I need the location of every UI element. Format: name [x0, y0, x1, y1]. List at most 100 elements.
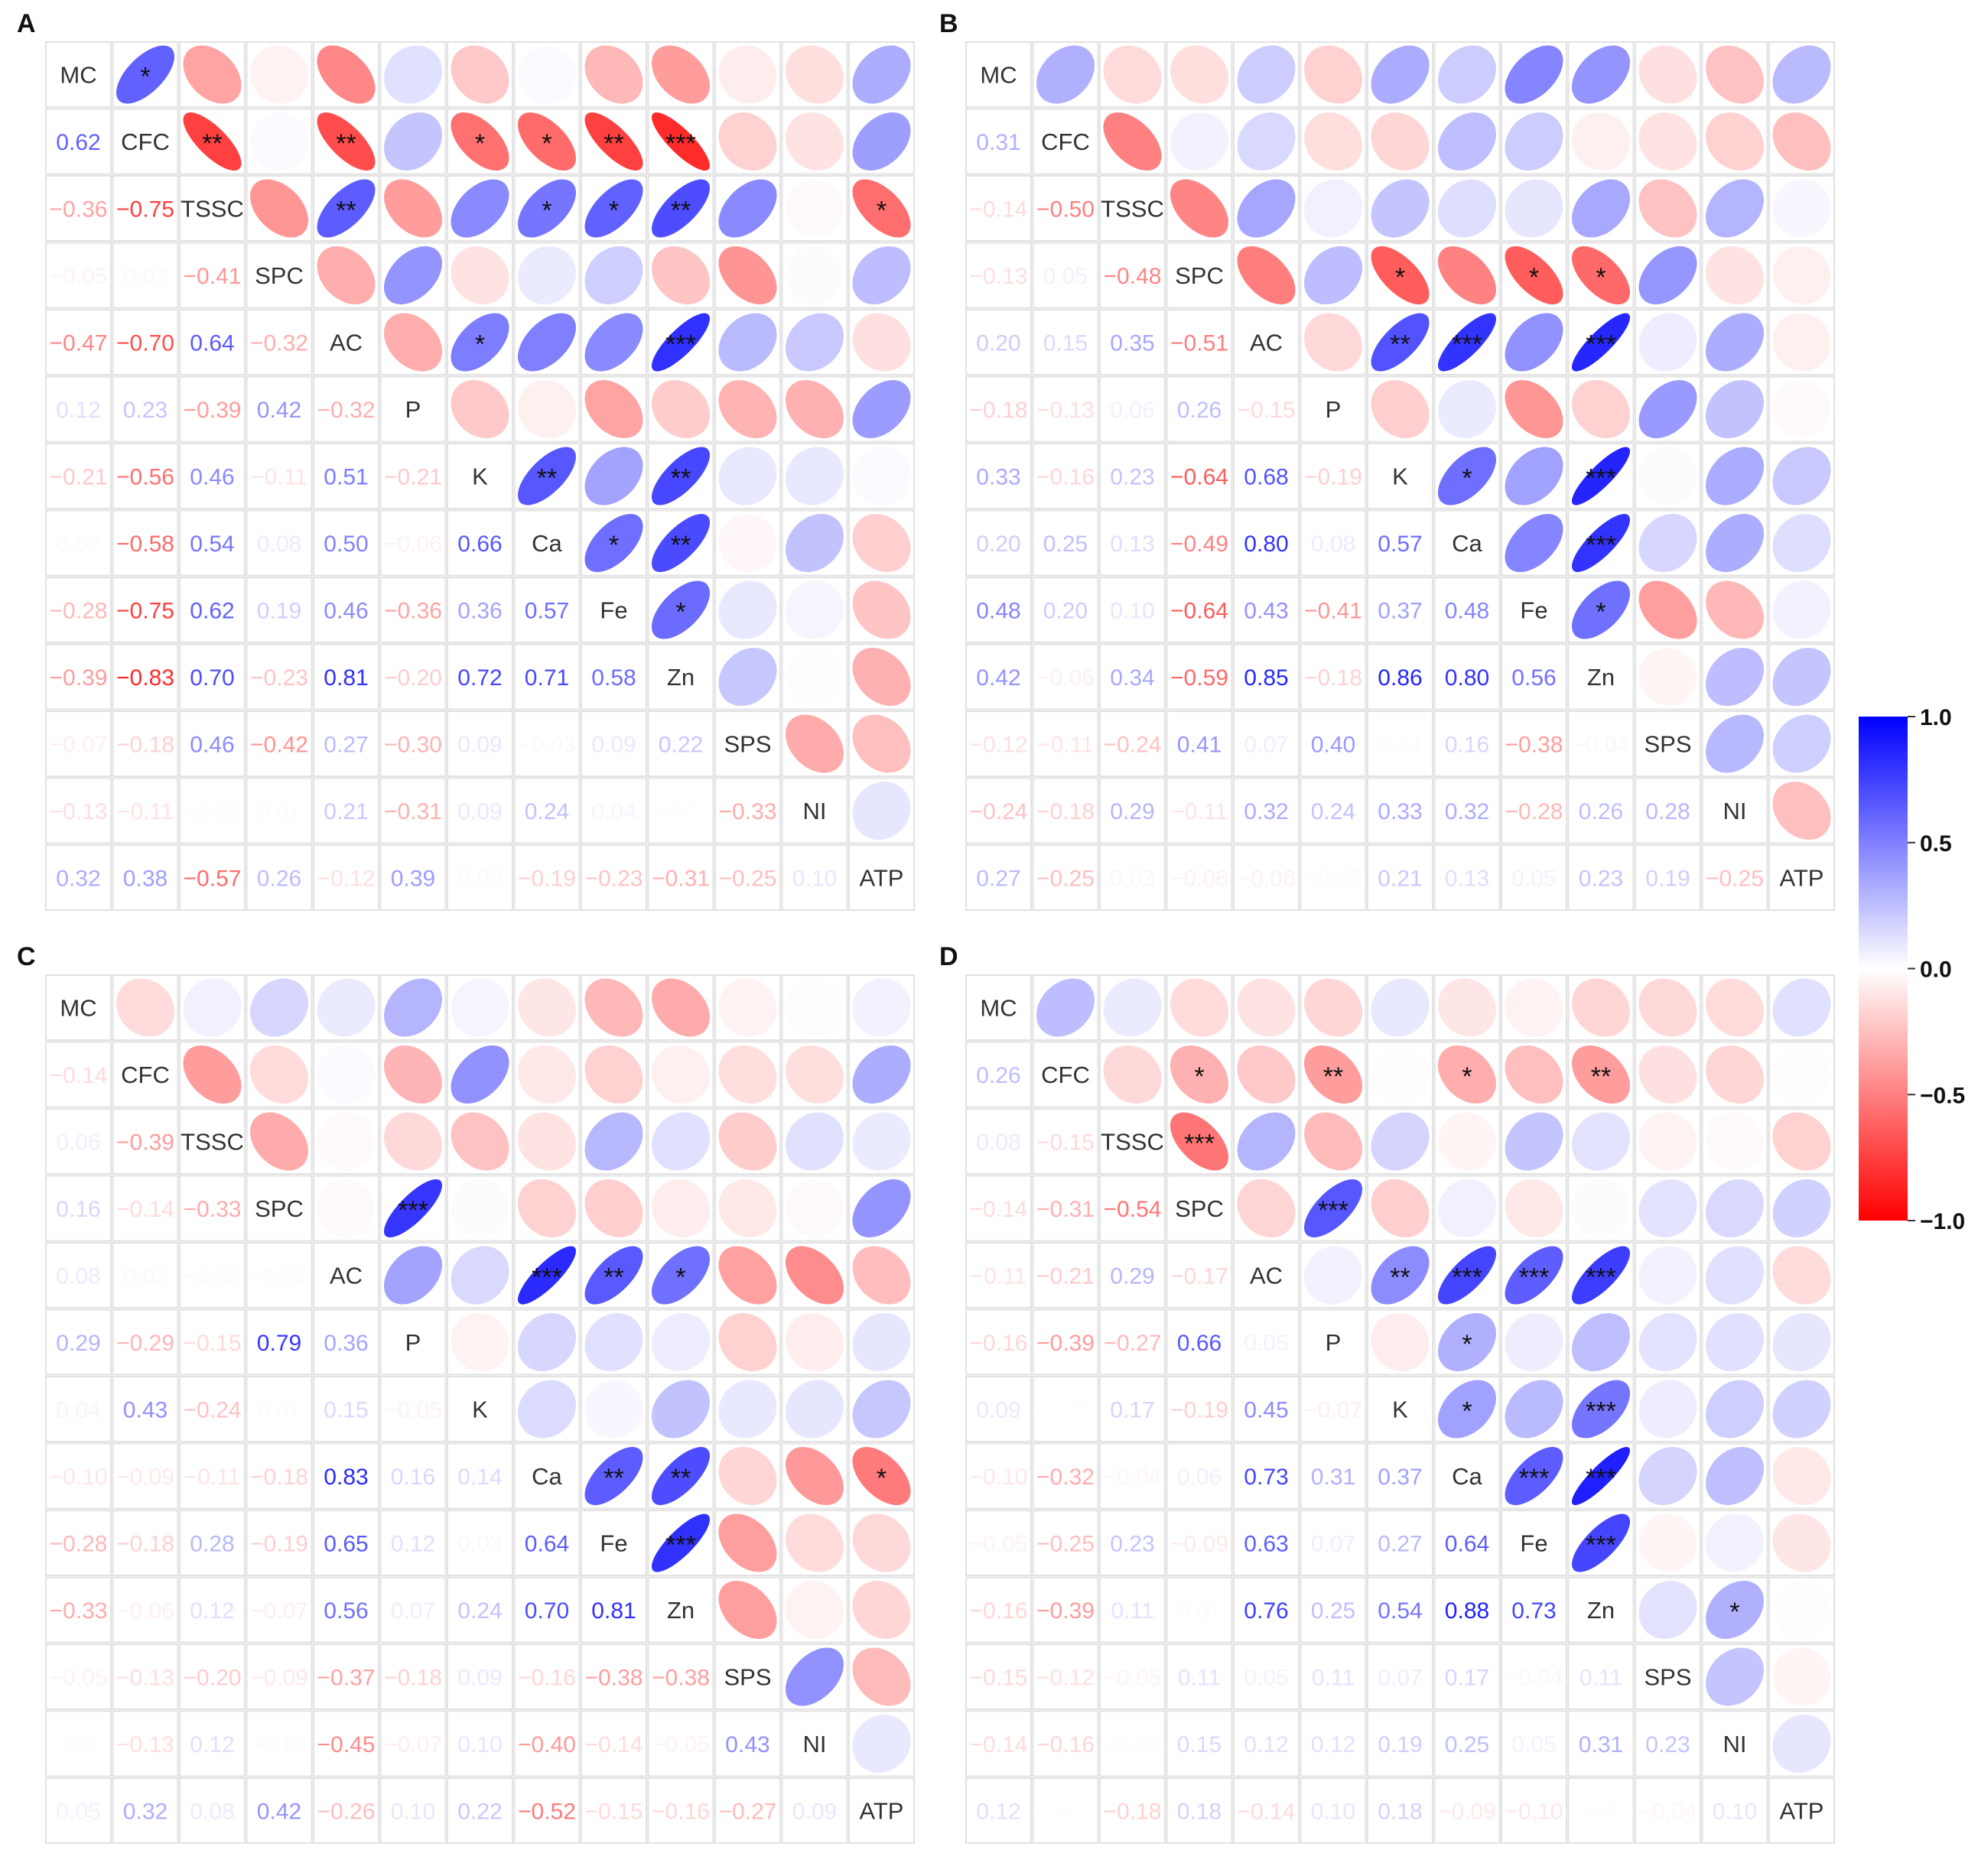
cell	[1032, 175, 1099, 242]
correlation-ellipse	[1437, 1312, 1497, 1372]
coefficient-label: 0.26	[1579, 799, 1623, 824]
coefficient-label: −0.38	[652, 1666, 710, 1691]
correlation-ellipse	[1638, 1380, 1697, 1439]
correlation-ellipse	[1705, 1246, 1765, 1305]
coefficient-label: −0.32	[1036, 1465, 1095, 1490]
coefficient-label: −0.33	[719, 799, 777, 824]
variable-label: AC	[330, 330, 363, 356]
coefficient-label: 0.13	[1110, 532, 1154, 557]
significance-stars: *	[877, 197, 887, 226]
coefficient-label: 0.23	[123, 398, 168, 423]
cell	[1300, 710, 1367, 777]
coefficient-label: 0.66	[1177, 1331, 1222, 1356]
cell	[1300, 1376, 1367, 1442]
cell	[581, 643, 647, 710]
coefficient-label: 0.19	[1378, 1732, 1422, 1757]
cell	[1300, 643, 1367, 710]
correlation-ellipse	[1772, 580, 1831, 639]
correlation-ellipse	[1638, 1246, 1697, 1305]
correlation-ellipse	[1638, 112, 1697, 171]
correlation-ellipse	[852, 1313, 911, 1371]
cell	[1032, 1576, 1099, 1644]
coefficient-label: −0.06	[116, 1598, 174, 1624]
correlation-ellipse	[1772, 1580, 1831, 1640]
correlation-ellipse	[1638, 1179, 1697, 1238]
coefficient-label: 0.32	[1445, 799, 1489, 824]
cell	[1032, 844, 1099, 911]
correlation-ellipse	[1505, 1112, 1563, 1171]
coefficient-label: −0.25	[719, 866, 777, 892]
cell	[313, 1442, 379, 1510]
cell	[112, 1510, 179, 1576]
coefficient-label: −0.10	[50, 1465, 108, 1490]
coefficient-label: −0.14	[970, 197, 1028, 223]
cell	[112, 1376, 179, 1442]
coefficient-label: −0.49	[1170, 532, 1228, 557]
cell	[1032, 1376, 1099, 1442]
cell	[1233, 1242, 1300, 1309]
correlation-ellipse	[1103, 978, 1162, 1037]
correlation-ellipse	[451, 978, 509, 1037]
coefficient-label: 0.01	[257, 799, 301, 824]
cell	[112, 777, 179, 844]
correlation-ellipse	[1438, 978, 1496, 1037]
coefficient-label: −0.33	[184, 1197, 242, 1222]
coefficient-label: −0.15	[1036, 1130, 1095, 1156]
coefficient-label: −0.10	[970, 1465, 1028, 1490]
significance-stars: ***	[1184, 1130, 1215, 1159]
cell	[179, 1576, 246, 1644]
correlation-ellipse	[852, 447, 911, 506]
cell	[45, 1242, 112, 1309]
cell	[1099, 1576, 1166, 1644]
cell	[1032, 509, 1099, 577]
coefficient-label: −0.52	[518, 1800, 576, 1825]
correlation-ellipse	[852, 647, 911, 707]
coefficient-label: 0.72	[457, 665, 502, 691]
correlation-ellipse	[718, 1513, 777, 1572]
correlation-ellipse	[1036, 978, 1095, 1037]
correlation-ellipse	[584, 514, 643, 572]
variable-label: NI	[803, 798, 827, 824]
correlation-ellipse	[1572, 1246, 1630, 1305]
cell	[781, 844, 848, 911]
cell	[1567, 1576, 1635, 1644]
correlation-ellipse	[1170, 179, 1228, 238]
coefficient-label: 0.10	[1713, 1800, 1757, 1825]
coefficient-label: 0.45	[1244, 1398, 1288, 1423]
correlation-ellipse	[517, 1112, 577, 1171]
coefficient-label: −0.31	[384, 799, 442, 824]
coefficient-label: −0.26	[317, 1800, 376, 1825]
cell	[1099, 1510, 1166, 1576]
coefficient-label: 0.16	[391, 1465, 435, 1490]
coefficient-label: −0.33	[50, 1598, 108, 1624]
correlation-ellipse	[1237, 245, 1296, 305]
coefficient-label: 0.26	[257, 866, 301, 892]
coefficient-label: −0.32	[250, 331, 308, 356]
coefficient-label: −0.19	[250, 1532, 308, 1557]
correlation-ellipse	[1572, 1447, 1630, 1505]
coefficient-label: 0.68	[1244, 465, 1288, 490]
coefficient-label: 0.10	[391, 1800, 435, 1825]
correlation-ellipse	[584, 1380, 643, 1439]
correlation-ellipse	[1571, 978, 1631, 1037]
coefficient-label: −0.19	[1170, 1398, 1228, 1423]
cell	[1099, 309, 1166, 376]
correlation-ellipse	[852, 714, 911, 773]
correlation-ellipse	[1371, 1312, 1430, 1372]
correlation-ellipse	[1638, 1580, 1697, 1640]
cell	[1635, 844, 1701, 911]
coefficient-label: 0.08	[976, 1130, 1020, 1156]
correlation-ellipse	[1438, 246, 1496, 304]
cell	[379, 844, 447, 911]
cell	[179, 509, 246, 577]
coefficient-label: 0.12	[56, 398, 100, 423]
panel-label: C	[17, 942, 36, 971]
coefficient-label: −0.06	[1036, 665, 1095, 691]
correlation-ellipse	[1772, 1715, 1831, 1773]
coefficient-label: 0.79	[257, 1331, 301, 1356]
coefficient-label: 0.02	[56, 532, 100, 557]
correlation-ellipse	[785, 647, 844, 707]
coefficient-label: −0.20	[384, 665, 442, 691]
correlation-ellipse	[1571, 245, 1631, 305]
